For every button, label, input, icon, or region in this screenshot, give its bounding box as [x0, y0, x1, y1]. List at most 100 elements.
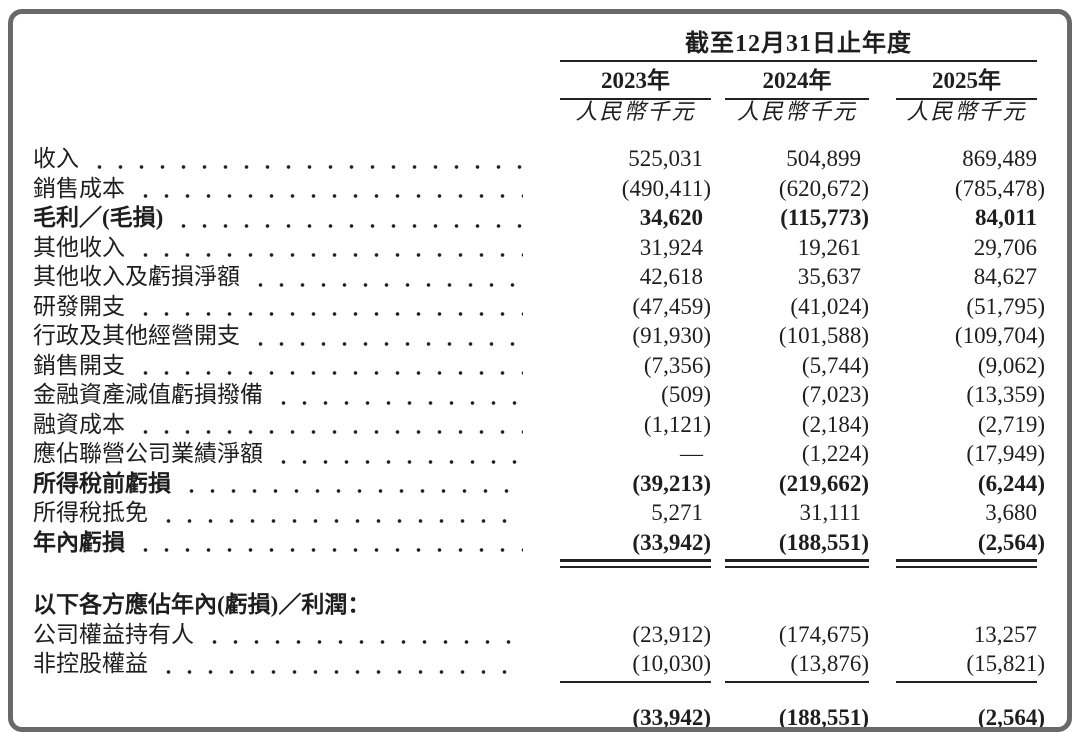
- table-row-income-tax-credit: 所得稅抵免 5,271 31,111 3,680: [33, 498, 1067, 528]
- header-spacer: [33, 28, 525, 62]
- table-row-loss-before-tax: 所得稅前虧損 (39,213) (219,662) (6,244): [33, 468, 1067, 498]
- value-2025: 29,706: [973, 234, 1037, 260]
- value-2025: (2,564): [977, 529, 1045, 555]
- row-label: 金融資產減值虧損撥備: [33, 382, 263, 407]
- table-row-admin-operating-expenses: 行政及其他經營開支 (91,930) (101,588) (109,704): [33, 321, 1067, 351]
- table-row-rd-expenses: 研發開支 (47,459) (41,024) (51,795): [33, 291, 1067, 321]
- dot-leader: [89, 144, 523, 174]
- value-2023: 31,924: [639, 234, 703, 260]
- row-label: 年內虧損: [33, 529, 125, 555]
- unit-label-2025: 人民幣千元: [906, 99, 1027, 124]
- value-2025: (9,062): [977, 352, 1045, 378]
- value-2024: (101,588): [778, 323, 869, 348]
- value-2023: (33,942): [632, 529, 711, 555]
- value-2024: (188,551): [778, 529, 869, 555]
- total-2024: (188,551): [778, 704, 869, 730]
- value-2024: (7,023): [801, 382, 869, 407]
- table-row-other-gains-losses-net: 其他收入及虧損淨額 42,618 35,637 84,627: [33, 262, 1067, 292]
- value-2024: (174,675): [778, 621, 869, 647]
- unit-label-2023: 人民幣千元: [575, 99, 696, 124]
- single-rule: [560, 680, 711, 683]
- value-2023: (1,121): [643, 411, 711, 437]
- total-2023: (33,942): [632, 704, 711, 730]
- dot-leader: [135, 232, 523, 262]
- value-2025: (15,821): [966, 651, 1045, 676]
- table-row-selling-expenses: 銷售開支 (7,356) (5,744) (9,062): [33, 350, 1067, 380]
- row-label: 行政及其他經營開支: [33, 323, 240, 348]
- value-2025: 13,257: [973, 621, 1037, 647]
- value-2023: (91,930): [632, 323, 711, 348]
- year-header-2023: 2023年: [560, 66, 711, 100]
- attribution-total-row: (33,942) (188,551) (2,564): [33, 703, 1067, 730]
- value-2023: 34,620: [639, 205, 703, 230]
- value-2025: (2,719): [977, 411, 1045, 437]
- table-row-revenue: 收入 525,031 504,899 869,489: [33, 144, 1067, 174]
- dot-leader: [158, 498, 523, 528]
- row-label: 研發開支: [33, 293, 125, 319]
- value-2025: (785,478): [954, 175, 1045, 201]
- dot-leader: [135, 409, 523, 439]
- table-row-finance-costs: 融資成本 (1,121) (2,184) (2,719): [33, 409, 1067, 439]
- value-2024: (5,744): [801, 352, 869, 378]
- dot-leader: [273, 439, 523, 469]
- value-2024: (2,184): [801, 411, 869, 437]
- dot-leader: [273, 380, 523, 410]
- row-label: 融資成本: [33, 411, 125, 437]
- table-row-gross-profit: 毛利／(毛損) 34,620 (115,773) 84,011: [33, 203, 1067, 233]
- value-2024: (620,672): [778, 175, 869, 201]
- value-2025: (13,359): [966, 382, 1045, 407]
- table-row-loss-for-year: 年內虧損 (33,942) (188,551) (2,564): [33, 527, 1067, 557]
- spacer: [33, 126, 1067, 144]
- value-2023: (509): [661, 382, 711, 407]
- dot-leader: [158, 649, 523, 679]
- value-2023: (23,912): [632, 621, 711, 647]
- dot-leader: [181, 468, 523, 498]
- dot-leader: [204, 619, 523, 649]
- row-label: 其他收入及虧損淨額: [33, 264, 240, 289]
- value-2024: 19,261: [797, 234, 861, 260]
- value-2024: 504,899: [786, 146, 861, 171]
- table-row-other-income: 其他收入 31,924 19,261 29,706: [33, 232, 1067, 262]
- year-header-2025: 2025年: [896, 66, 1037, 100]
- double-rule: [560, 559, 711, 568]
- value-2025: 84,011: [975, 205, 1037, 230]
- value-2025: (109,704): [954, 323, 1045, 348]
- value-2023: (490,411): [621, 175, 711, 201]
- value-2025: 3,680: [985, 500, 1037, 525]
- table-row-impairment-provision: 金融資產減值虧損撥備 (509) (7,023) (13,359): [33, 380, 1067, 410]
- single-rule-row: [33, 679, 1067, 683]
- row-label: 其他收入: [33, 234, 125, 260]
- value-2023: (39,213): [632, 470, 711, 496]
- unit-label-2024: 人民幣千元: [736, 99, 857, 124]
- value-2023: (47,459): [632, 293, 711, 319]
- value-2025: 869,489: [962, 146, 1037, 171]
- value-2025: 84,627: [973, 264, 1037, 289]
- row-label: 所得稅抵免: [33, 500, 148, 525]
- row-label: 銷售開支: [33, 352, 125, 378]
- row-label: 應佔聯營公司業績淨額: [33, 441, 263, 466]
- income-statement-table: 截至12月31日止年度 2023年 2024年 2025年 人民幣千元 人民幣千…: [13, 14, 1067, 730]
- double-rule: [725, 559, 869, 568]
- row-label: 公司權益持有人: [33, 621, 194, 647]
- single-rule: [725, 680, 869, 683]
- table-row-non-controlling-interests: 非控股權益 (10,030) (13,876) (15,821): [33, 649, 1067, 679]
- value-2023: —: [680, 441, 703, 466]
- value-2024: 31,111: [799, 500, 861, 525]
- dot-leader: [135, 350, 523, 380]
- unit-header-row: 人民幣千元 人民幣千元 人民幣千元: [33, 98, 1067, 126]
- table-row-share-of-associates: 應佔聯營公司業績淨額 — (1,224) (17,949): [33, 439, 1067, 469]
- value-2023: 525,031: [628, 146, 703, 171]
- period-header-row: 截至12月31日止年度: [33, 28, 1067, 62]
- table-row-equity-holders: 公司權益持有人 (23,912) (174,675) 13,257: [33, 619, 1067, 649]
- dot-leader: [250, 262, 523, 292]
- value-2024: (115,773): [780, 205, 869, 230]
- statement-frame: 截至12月31日止年度 2023年 2024年 2025年 人民幣千元 人民幣千…: [8, 9, 1072, 732]
- value-2024: (219,662): [778, 470, 869, 496]
- row-label: 毛利／(毛損): [33, 205, 164, 230]
- value-2023: (10,030): [632, 651, 711, 676]
- dot-leader: [250, 321, 523, 351]
- value-2023: 42,618: [639, 264, 703, 289]
- value-2023: (7,356): [643, 352, 711, 378]
- double-rule-row: [33, 557, 1067, 568]
- row-label: 銷售成本: [33, 175, 125, 201]
